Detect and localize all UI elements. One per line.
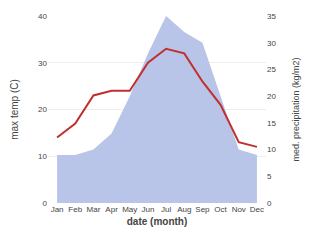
svg-text:0: 0 <box>267 199 272 208</box>
svg-text:Jun: Jun <box>141 205 154 214</box>
svg-text:max temp (C): max temp (C) <box>9 79 20 140</box>
svg-text:Dec: Dec <box>250 205 264 214</box>
svg-text:Aug: Aug <box>177 205 191 214</box>
svg-text:10: 10 <box>267 145 276 154</box>
svg-text:Feb: Feb <box>68 205 82 214</box>
svg-text:Apr: Apr <box>105 205 118 214</box>
svg-text:15: 15 <box>267 119 276 128</box>
svg-text:date (month): date (month) <box>127 216 188 227</box>
svg-text:20: 20 <box>38 105 47 114</box>
svg-text:Sep: Sep <box>195 205 210 214</box>
svg-text:Oct: Oct <box>214 205 227 214</box>
svg-text:Jan: Jan <box>51 205 64 214</box>
svg-text:May: May <box>122 205 137 214</box>
svg-text:0: 0 <box>43 199 48 208</box>
svg-text:Jul: Jul <box>161 205 171 214</box>
svg-text:10: 10 <box>38 152 47 161</box>
svg-text:med. precipitation (kg/m2): med. precipitation (kg/m2) <box>291 57 301 161</box>
svg-text:35: 35 <box>267 12 276 21</box>
svg-text:5: 5 <box>267 172 272 181</box>
svg-text:30: 30 <box>267 39 276 48</box>
svg-text:20: 20 <box>267 92 276 101</box>
svg-text:Mar: Mar <box>87 205 101 214</box>
svg-text:30: 30 <box>38 59 47 68</box>
svg-text:40: 40 <box>38 12 47 21</box>
svg-text:25: 25 <box>267 65 276 74</box>
svg-text:Nov: Nov <box>232 205 246 214</box>
